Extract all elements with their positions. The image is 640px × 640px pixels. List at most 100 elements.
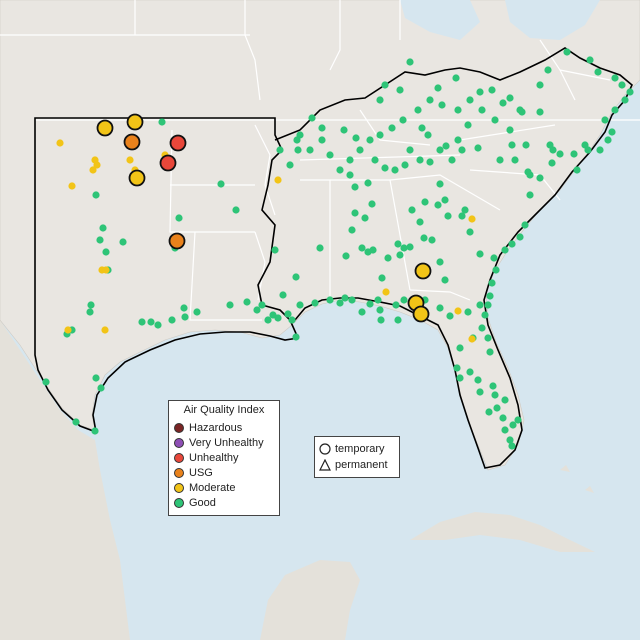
good-monitor[interactable] [326,296,334,304]
moderate-monitor[interactable] [454,307,462,315]
good-monitor[interactable] [556,150,564,158]
good-monitor[interactable] [484,334,492,342]
good-monitor[interactable] [434,84,442,92]
good-monitor[interactable] [478,324,486,332]
good-monitor[interactable] [436,304,444,312]
good-monitor[interactable] [391,166,399,174]
good-monitor[interactable] [318,136,326,144]
good-monitor[interactable] [99,224,107,232]
good-monitor[interactable] [509,421,517,429]
good-monitor[interactable] [232,206,240,214]
usg-monitor-flagged[interactable] [123,133,141,151]
good-monitor[interactable] [570,150,578,158]
good-monitor[interactable] [474,144,482,152]
moderate-monitor-flagged[interactable] [412,305,430,323]
good-monitor[interactable] [351,209,359,217]
good-monitor[interactable] [626,88,634,96]
good-monitor[interactable] [369,246,377,254]
good-monitor[interactable] [341,294,349,302]
good-monitor[interactable] [316,244,324,252]
good-monitor-layer[interactable] [42,48,634,450]
good-monitor[interactable] [424,131,432,139]
good-monitor[interactable] [376,131,384,139]
good-monitor[interactable] [434,201,442,209]
good-monitor[interactable] [406,146,414,154]
good-monitor[interactable] [436,146,444,154]
good-monitor[interactable] [147,318,155,326]
good-monitor[interactable] [388,124,396,132]
good-monitor[interactable] [490,254,498,262]
good-monitor[interactable] [496,156,504,164]
good-monitor[interactable] [453,364,461,372]
good-monitor[interactable] [596,146,604,154]
good-monitor[interactable] [508,442,516,450]
good-monitor[interactable] [358,244,366,252]
good-monitor[interactable] [274,314,282,322]
moderate-monitor[interactable] [382,288,390,296]
good-monitor[interactable] [516,233,524,241]
good-monitor[interactable] [448,156,456,164]
good-monitor[interactable] [526,191,534,199]
good-monitor[interactable] [416,156,424,164]
good-monitor[interactable] [506,126,514,134]
good-monitor[interactable] [506,94,514,102]
good-monitor[interactable] [376,306,384,314]
good-monitor[interactable] [87,301,95,309]
good-monitor[interactable] [604,136,612,144]
good-monitor[interactable] [348,296,356,304]
good-monitor[interactable] [536,81,544,89]
good-monitor[interactable] [492,266,500,274]
good-monitor[interactable] [352,134,360,142]
good-monitor[interactable] [461,206,469,214]
good-monitor[interactable] [466,228,474,236]
moderate-monitor[interactable] [468,215,476,223]
good-monitor[interactable] [175,214,183,222]
good-monitor[interactable] [608,128,616,136]
good-monitor[interactable] [488,86,496,94]
good-monitor[interactable] [488,279,496,287]
good-monitor[interactable] [514,416,522,424]
good-monitor[interactable] [181,313,189,321]
moderate-monitor[interactable] [93,161,101,169]
good-monitor[interactable] [548,159,556,167]
good-monitor[interactable] [336,299,344,307]
moderate-monitor[interactable] [101,326,109,334]
good-monitor[interactable] [294,146,302,154]
good-monitor[interactable] [476,88,484,96]
good-monitor[interactable] [478,106,486,114]
good-monitor[interactable] [444,212,452,220]
good-monitor[interactable] [486,292,494,300]
good-monitor[interactable] [243,298,251,306]
good-monitor[interactable] [501,246,509,254]
good-monitor[interactable] [452,74,460,82]
moderate-monitor[interactable] [64,326,72,334]
good-monitor[interactable] [279,291,287,299]
good-monitor[interactable] [508,141,516,149]
good-monitor[interactable] [499,414,507,422]
good-monitor[interactable] [368,200,376,208]
good-monitor[interactable] [394,316,402,324]
good-monitor[interactable] [454,136,462,144]
good-monitor[interactable] [292,333,300,341]
good-monitor[interactable] [436,180,444,188]
good-monitor[interactable] [217,180,225,188]
good-monitor[interactable] [489,382,497,390]
good-monitor[interactable] [288,316,296,324]
usg-monitor-flagged[interactable] [168,232,186,250]
good-monitor[interactable] [296,301,304,309]
good-monitor[interactable] [466,96,474,104]
good-monitor[interactable] [284,310,292,318]
good-monitor[interactable] [311,299,319,307]
good-monitor[interactable] [92,191,100,199]
good-monitor[interactable] [308,114,316,122]
good-monitor[interactable] [484,301,492,309]
good-monitor[interactable] [436,258,444,266]
good-monitor[interactable] [361,214,369,222]
good-monitor[interactable] [466,368,474,376]
good-monitor[interactable] [491,391,499,399]
good-monitor[interactable] [366,300,374,308]
unhealthy-monitor-flagged[interactable] [159,154,177,172]
good-monitor[interactable] [584,146,592,154]
good-monitor[interactable] [226,301,234,309]
good-monitor[interactable] [522,141,530,149]
